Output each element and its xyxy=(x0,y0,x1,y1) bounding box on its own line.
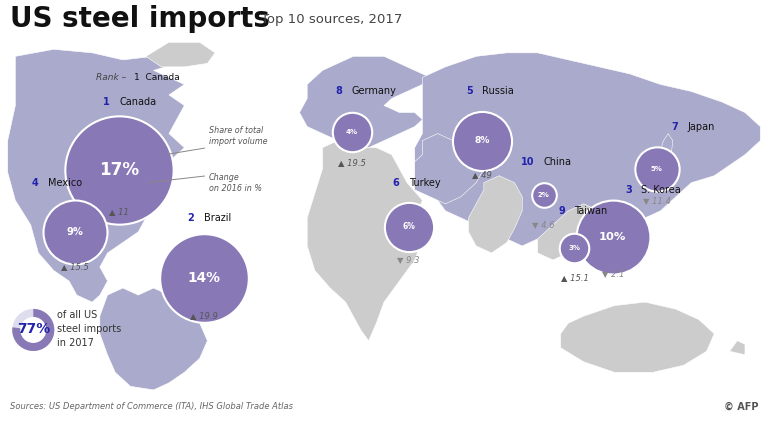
Text: Germany: Germany xyxy=(352,86,396,96)
Text: 2%: 2% xyxy=(538,192,550,198)
Point xyxy=(607,234,619,241)
Wedge shape xyxy=(12,309,55,351)
Text: 9%: 9% xyxy=(67,227,84,237)
Text: Mexico: Mexico xyxy=(48,178,81,188)
Polygon shape xyxy=(415,53,760,246)
Polygon shape xyxy=(561,302,714,372)
Point xyxy=(650,165,663,172)
Text: ▲ 11: ▲ 11 xyxy=(109,207,129,216)
Text: 6%: 6% xyxy=(402,222,415,231)
Text: Turkey: Turkey xyxy=(409,178,440,188)
Text: 7: 7 xyxy=(671,121,678,132)
Text: 5: 5 xyxy=(466,86,473,96)
Point xyxy=(568,244,581,251)
Text: ▲ 19.5: ▲ 19.5 xyxy=(338,159,366,168)
Text: ▼ 2.1: ▼ 2.1 xyxy=(601,269,624,278)
Text: China: China xyxy=(544,157,571,167)
Text: 1  Canada: 1 Canada xyxy=(134,73,180,82)
Point xyxy=(538,192,550,198)
Text: Rank –: Rank – xyxy=(96,73,126,82)
Text: 5%: 5% xyxy=(650,166,663,172)
Polygon shape xyxy=(307,140,422,341)
Text: 77%: 77% xyxy=(17,322,50,336)
Polygon shape xyxy=(8,49,184,302)
Polygon shape xyxy=(415,134,492,204)
Text: © AFP: © AFP xyxy=(724,402,759,412)
Point xyxy=(197,274,210,281)
Text: Taiwan: Taiwan xyxy=(574,206,607,216)
Wedge shape xyxy=(12,309,55,351)
Point xyxy=(69,228,81,235)
Text: ▲ 49: ▲ 49 xyxy=(472,170,492,179)
Text: of all US
steel imports
in 2017: of all US steel imports in 2017 xyxy=(58,310,121,348)
Text: Canada: Canada xyxy=(119,97,156,107)
Text: 10: 10 xyxy=(521,157,535,167)
Polygon shape xyxy=(730,341,745,355)
Text: Russia: Russia xyxy=(482,86,514,96)
Text: 4%: 4% xyxy=(346,129,358,135)
Point xyxy=(113,167,125,174)
Text: 10%: 10% xyxy=(599,232,627,242)
Text: 3: 3 xyxy=(625,185,632,195)
Text: ▼ 11.4: ▼ 11.4 xyxy=(643,196,670,205)
Text: US steel imports: US steel imports xyxy=(10,5,270,33)
Text: Share of total
import volume: Share of total import volume xyxy=(209,126,267,146)
Text: 1: 1 xyxy=(103,97,110,107)
Polygon shape xyxy=(468,176,522,253)
Text: 4: 4 xyxy=(31,178,38,188)
Polygon shape xyxy=(538,204,599,260)
Point xyxy=(476,137,488,144)
Text: 2: 2 xyxy=(187,213,194,223)
Text: S. Korea: S. Korea xyxy=(641,185,681,195)
Polygon shape xyxy=(659,134,673,162)
Text: 3%: 3% xyxy=(568,244,581,251)
Text: Sources: US Department of Commerce (ITA), IHS Global Trade Atlas: Sources: US Department of Commerce (ITA)… xyxy=(10,402,293,411)
Text: ▼ 9.3: ▼ 9.3 xyxy=(397,255,420,264)
Text: 6: 6 xyxy=(392,178,399,188)
Polygon shape xyxy=(300,56,430,148)
Text: ▲ 19.9: ▲ 19.9 xyxy=(190,311,217,320)
Text: ▼ 4.6: ▼ 4.6 xyxy=(532,220,555,228)
Polygon shape xyxy=(146,42,215,67)
Polygon shape xyxy=(100,288,207,390)
Point xyxy=(402,223,415,230)
Text: 8: 8 xyxy=(336,86,343,96)
Text: Brazil: Brazil xyxy=(204,213,230,223)
Point xyxy=(346,129,358,135)
Text: 9: 9 xyxy=(558,206,565,216)
Text: Japan: Japan xyxy=(687,121,715,132)
Text: ▲ 15.1: ▲ 15.1 xyxy=(561,273,588,282)
Text: Top 10 sources, 2017: Top 10 sources, 2017 xyxy=(261,13,402,25)
Text: 14%: 14% xyxy=(187,271,220,285)
Text: Change
on 2016 in %: Change on 2016 in % xyxy=(209,173,262,193)
Text: ▲ 15.5: ▲ 15.5 xyxy=(61,262,89,271)
Text: 17%: 17% xyxy=(99,162,139,179)
Text: 8%: 8% xyxy=(475,136,490,145)
